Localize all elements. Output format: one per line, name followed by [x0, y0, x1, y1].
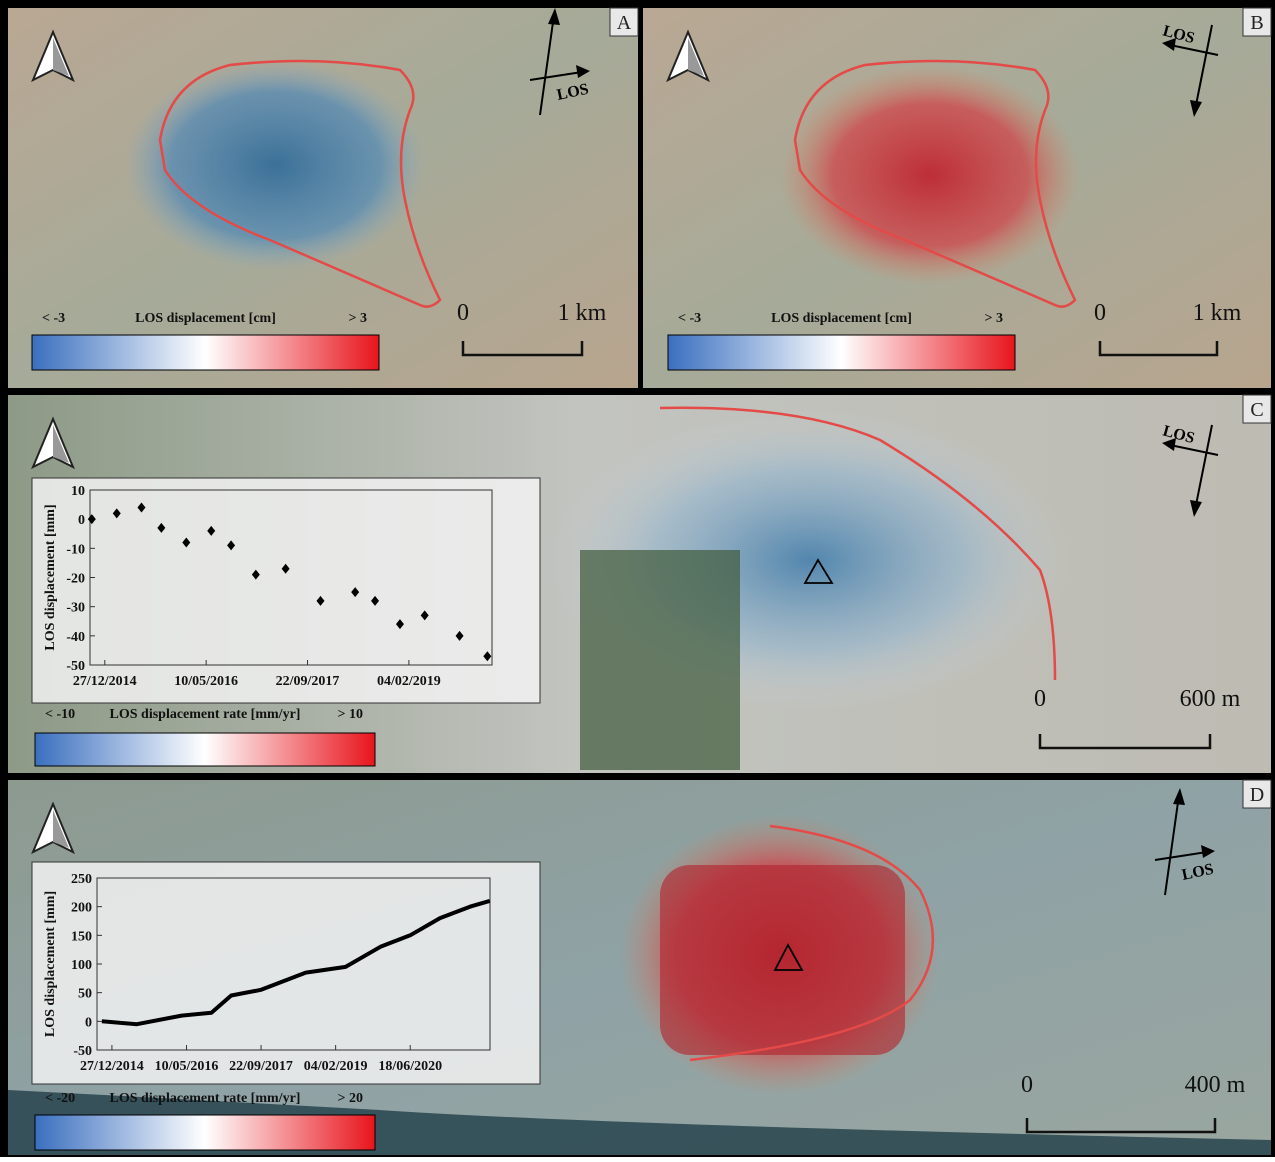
y-tick-label: -50 — [73, 1044, 92, 1059]
scale-start: 0 — [1094, 300, 1106, 326]
scale-start: 0 — [1021, 1072, 1033, 1098]
scale-end: 1 km — [1193, 300, 1242, 326]
colorbar-max: > 3 — [985, 311, 1003, 326]
colorbar — [32, 335, 379, 370]
panel-letter: D — [1250, 784, 1264, 806]
colorbar — [668, 335, 1015, 370]
vegetation — [580, 550, 740, 770]
colorbar-title: LOS displacement [cm] — [135, 311, 276, 326]
y-tick-label: -50 — [66, 659, 85, 674]
x-tick-label: 27/12/2014 — [80, 1059, 144, 1074]
scale-end: 400 m — [1185, 1072, 1246, 1098]
x-tick-label: 27/12/2014 — [73, 674, 137, 689]
colorbar-max: > 3 — [349, 311, 367, 326]
colorbar-title: LOS displacement [cm] — [771, 311, 912, 326]
scale-end: 1 km — [558, 300, 607, 326]
y-tick-label: -20 — [66, 572, 85, 587]
y-tick-label: 0 — [78, 513, 85, 528]
y-tick-label: 50 — [78, 987, 92, 1002]
panel-letter: B — [1250, 12, 1263, 34]
colorbar — [35, 1115, 375, 1150]
x-tick-label: 18/06/2020 — [378, 1059, 442, 1074]
y-tick-label: 250 — [71, 872, 92, 887]
x-tick-label: 22/09/2017 — [229, 1059, 293, 1074]
displacement-field — [660, 865, 905, 1055]
colorbar-max: > 20 — [338, 1091, 363, 1106]
x-tick-label: 04/02/2019 — [304, 1059, 368, 1074]
displacement-field — [125, 60, 425, 270]
scale-start: 0 — [1034, 686, 1046, 712]
colorbar-min: < -20 — [45, 1091, 75, 1106]
colorbar-min: < -3 — [678, 311, 701, 326]
y-tick-label: -10 — [66, 542, 85, 557]
figure: ALOS< -3LOS displacement [cm]> 301 kmBLO… — [0, 0, 1275, 1157]
colorbar-title: LOS displacement rate [mm/yr] — [110, 1091, 301, 1106]
y-tick-label: 10 — [71, 484, 85, 499]
y-axis-label: LOS displacement [mm] — [43, 504, 58, 650]
inset-background — [32, 862, 540, 1084]
scale-end: 600 m — [1180, 686, 1241, 712]
x-tick-label: 10/05/2016 — [155, 1059, 219, 1074]
y-axis-label: LOS displacement [mm] — [43, 891, 58, 1037]
colorbar — [35, 733, 375, 766]
y-tick-label: 100 — [71, 958, 92, 973]
y-tick-label: 0 — [85, 1015, 92, 1030]
colorbar-max: > 10 — [338, 707, 363, 722]
scale-start: 0 — [457, 300, 469, 326]
y-tick-label: -30 — [66, 601, 85, 616]
inset-background — [32, 478, 540, 703]
colorbar-min: < -3 — [42, 311, 65, 326]
panel-letter: A — [617, 12, 632, 34]
colorbar-title: LOS displacement rate [mm/yr] — [110, 707, 301, 722]
panel-letter: C — [1250, 399, 1263, 421]
y-tick-label: -40 — [66, 630, 85, 645]
colorbar-min: < -10 — [45, 707, 75, 722]
x-tick-label: 10/05/2016 — [174, 674, 238, 689]
x-tick-label: 22/09/2017 — [276, 674, 340, 689]
x-tick-label: 04/02/2019 — [377, 674, 441, 689]
y-tick-label: 150 — [71, 929, 92, 944]
y-tick-label: 200 — [71, 901, 92, 916]
